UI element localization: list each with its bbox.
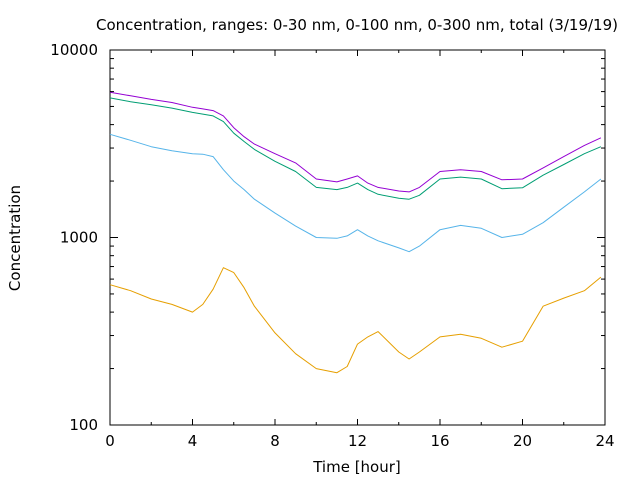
y-axis-label: Concentration	[6, 185, 24, 291]
plot-frame	[109, 49, 606, 426]
series-line-3	[109, 91, 602, 193]
tick-layer: 0 4 8 12 16 20 24 100 1000 10000	[50, 41, 614, 450]
x-axis-label: Time [hour]	[312, 458, 401, 476]
series-line-1	[109, 133, 602, 253]
y-tick-label: 100	[69, 416, 98, 434]
x-tick-label: 4	[188, 432, 198, 450]
y-tick-label: 10000	[50, 41, 98, 59]
x-tick-label: 20	[513, 432, 532, 450]
series-line-0	[109, 267, 602, 374]
plot-area	[109, 49, 606, 426]
y-tick-label: 1000	[60, 229, 98, 247]
series-layer	[109, 91, 602, 374]
x-tick-label: 0	[105, 432, 115, 450]
x-tick-label: 8	[270, 432, 280, 450]
series-line-2	[109, 97, 602, 200]
x-tick-label: 16	[430, 432, 449, 450]
x-tick-label: 24	[595, 432, 614, 450]
x-tick-label: 12	[348, 432, 367, 450]
chart-title: Concentration, ranges: 0-30 nm, 0-100 nm…	[96, 16, 618, 34]
